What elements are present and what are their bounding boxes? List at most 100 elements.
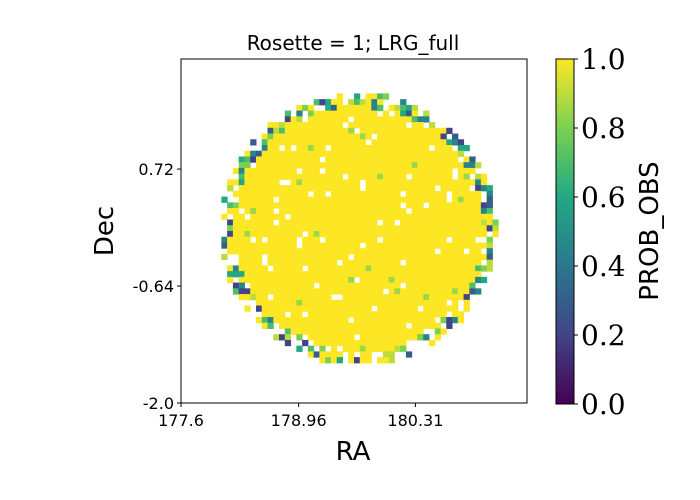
heatmap-cell [238, 236, 245, 243]
heatmap-cell [244, 265, 251, 272]
heatmap-cell [388, 145, 395, 152]
heatmap-cell [307, 248, 315, 255]
heatmap-cell [371, 167, 378, 175]
heatmap-cell [348, 288, 355, 295]
heatmap-cell [313, 265, 320, 272]
heatmap-cell [423, 265, 430, 272]
heatmap-cell [273, 173, 280, 180]
colorbar-tick-label: 1.0 [581, 43, 626, 76]
heatmap-cell [377, 150, 384, 157]
heatmap-cell [336, 185, 343, 192]
heatmap-cell [463, 265, 470, 272]
heatmap-cell [475, 248, 482, 255]
heatmap-cell [365, 208, 372, 215]
heatmap-cell [319, 213, 326, 221]
heatmap-cell [325, 139, 332, 146]
heatmap-cell [302, 202, 309, 209]
heatmap-cell [457, 311, 465, 318]
heatmap-cell [342, 110, 349, 117]
heatmap-cell [463, 242, 470, 249]
heatmap-cell [475, 196, 482, 203]
heatmap-cell [377, 133, 384, 140]
heatmap-cell [250, 150, 257, 157]
heatmap-cell [238, 231, 245, 238]
heatmap-cell [365, 133, 372, 140]
heatmap-cell [486, 190, 493, 198]
x-axis-ticks: 177.6 178.96 180.31 [158, 403, 443, 430]
heatmap-cell [330, 173, 338, 180]
heatmap-cell [382, 225, 390, 232]
heatmap-cell [377, 213, 384, 221]
heatmap-cell [296, 196, 303, 203]
heatmap-cell [238, 185, 245, 192]
heatmap-cell [428, 162, 436, 169]
heatmap-cell [307, 150, 315, 157]
heatmap-cell [400, 288, 407, 295]
heatmap-cell [388, 334, 395, 341]
heatmap-cell [440, 202, 447, 209]
heatmap-cell [394, 116, 401, 123]
heatmap-cell [227, 202, 234, 209]
heatmap-cell [313, 231, 320, 238]
heatmap-cell [428, 219, 436, 226]
heatmap-cell [284, 127, 292, 135]
heatmap-cell [377, 225, 384, 232]
heatmap-cell [307, 253, 315, 261]
heatmap-cell [273, 213, 280, 221]
heatmap-cell [290, 139, 297, 146]
heatmap-cell [394, 259, 401, 266]
heatmap-cell [354, 317, 361, 324]
heatmap-cell [400, 185, 407, 192]
heatmap-cell [411, 139, 418, 146]
heatmap-cell [452, 311, 459, 318]
plot-frame [180, 58, 528, 404]
heatmap-cell [382, 150, 390, 157]
heatmap-cell [284, 242, 292, 249]
heatmap-cell [388, 231, 395, 238]
heatmap-cell [238, 248, 245, 255]
heatmap-cell [302, 253, 309, 261]
heatmap-cell [290, 213, 297, 221]
heatmap-cell [365, 317, 372, 324]
heatmap-cell [307, 196, 315, 203]
heatmap-cell [359, 334, 367, 341]
heatmap-cell [325, 133, 332, 140]
heatmap-cell [319, 173, 326, 180]
heatmap-cell [279, 259, 286, 266]
heatmap-cell [452, 185, 459, 192]
heatmap-cell [336, 276, 343, 284]
colorbar-tick-label: 0.6 [581, 181, 626, 214]
heatmap-cell [377, 167, 384, 175]
heatmap-cell [255, 179, 263, 186]
heatmap-cell [354, 139, 361, 146]
heatmap-cell [354, 179, 361, 186]
heatmap-cell [296, 265, 303, 272]
heatmap-cell [238, 173, 245, 180]
heatmap-cell [330, 357, 338, 364]
heatmap-cell [267, 145, 274, 152]
heatmap-cell [400, 242, 407, 249]
heatmap-cell [325, 104, 332, 112]
heatmap-cell [354, 328, 361, 335]
heatmap-cell [365, 167, 372, 175]
heatmap-cell [238, 253, 245, 261]
heatmap-cell [434, 328, 441, 335]
heatmap-cell [330, 139, 338, 146]
heatmap-cell [400, 248, 407, 255]
heatmap-cell [428, 317, 436, 324]
heatmap-cell [227, 219, 234, 226]
heatmap-cell [354, 339, 361, 347]
heatmap-cell [296, 145, 303, 152]
heatmap-cell [411, 156, 418, 163]
heatmap-cell [371, 179, 378, 186]
heatmap-cell [330, 162, 338, 169]
heatmap-cell [307, 351, 315, 358]
heatmap-cell [417, 253, 424, 261]
heatmap-cell [394, 288, 401, 295]
heatmap-cell [267, 299, 274, 307]
heatmap-cell [428, 127, 436, 135]
heatmap-cell [452, 219, 459, 226]
heatmap-cell [244, 202, 251, 209]
heatmap-cell [377, 317, 384, 324]
heatmap-cell [469, 276, 476, 284]
